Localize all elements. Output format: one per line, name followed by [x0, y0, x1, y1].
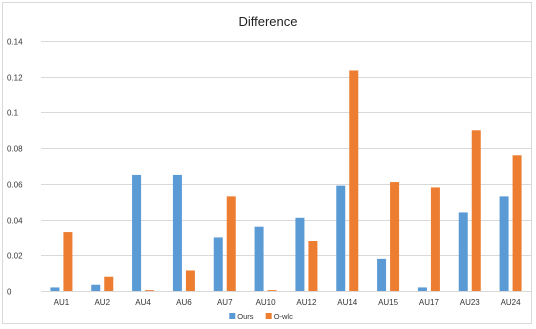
bar-o-wlc-au6	[185, 270, 195, 291]
gridlines	[41, 41, 531, 292]
y-tick-label: 0.06	[7, 181, 23, 190]
x-tick-label: AU10	[256, 298, 277, 307]
x-tick-label: AU15	[378, 298, 399, 307]
bar-o-wlc-au7	[226, 196, 236, 291]
y-tick-label: 0	[7, 288, 12, 297]
bar-o-wlc-au4	[145, 290, 155, 291]
y-tick-label: 0.12	[7, 74, 23, 83]
x-axis: AU1 AU2 AU4 AU6 AU7 AU10 AU12 AU14 AU15 AU17 AU23 A…	[54, 298, 521, 307]
bar-ours-au17	[417, 287, 427, 291]
bar-ours-au4	[132, 174, 142, 291]
bar-ours-au15	[377, 258, 387, 291]
y-tick-label: 0.08	[7, 145, 23, 154]
legend-label: Ours	[237, 312, 254, 321]
y-tick-label: 0.04	[7, 217, 23, 226]
x-tick-label: AU4	[135, 298, 151, 307]
legend-label: O-wlc	[274, 312, 293, 321]
bar-chart: Difference 00.020.040.060.080.10.120.14 …	[7, 14, 531, 321]
x-tick-label: AU2	[94, 298, 110, 307]
y-tick-label: 0.02	[7, 252, 23, 261]
bar-o-wlc-au15	[390, 182, 400, 291]
bar-ours-au2	[91, 284, 101, 291]
bar-o-wlc-au2	[104, 276, 114, 291]
bar-o-wlc-au14	[349, 70, 359, 292]
x-tick-label: AU6	[176, 298, 192, 307]
y-tick-label: 0.14	[7, 38, 23, 47]
legend: Ours O-wlc	[229, 312, 293, 321]
chart-container: Difference 0 0.02 0.04 0.06 0.08 0.1 0.12 0.14 …	[2, 2, 532, 324]
legend-swatch-o-wlc	[265, 313, 272, 319]
bar-o-wlc-au12	[308, 241, 318, 291]
x-tick-label: AU14	[337, 298, 358, 307]
bars	[50, 70, 522, 292]
bar-o-wlc-au24	[512, 155, 522, 291]
bar-ours-au14	[336, 185, 346, 291]
bar-o-wlc-au17	[430, 187, 440, 291]
x-tick-label: AU24	[501, 298, 522, 307]
chart-title: Difference	[238, 14, 297, 29]
x-tick-label: AU7	[217, 298, 233, 307]
x-tick-label: AU17	[419, 298, 440, 307]
x-tick-label: AU23	[460, 298, 481, 307]
y-axis: 0 0.02 0.04 0.06 0.08 0.1 0.12 0.14	[7, 38, 23, 297]
x-tick-label: AU12	[296, 298, 317, 307]
bar-ours-au6	[172, 174, 182, 291]
bar-ours-au7	[213, 237, 223, 291]
bar-o-wlc-au23	[471, 130, 481, 291]
y-tick-label: 0.1	[7, 109, 19, 118]
legend-swatch-ours	[229, 313, 236, 319]
bar-ours-au10	[254, 226, 264, 291]
bar-o-wlc-au1	[63, 232, 73, 291]
bar-ours-au1	[50, 287, 60, 291]
bar-o-wlc-au10	[267, 290, 277, 291]
bar-ours-au12	[295, 217, 305, 291]
x-tick-label: AU1	[54, 298, 70, 307]
bar-ours-au24	[499, 196, 509, 291]
bar-ours-au23	[458, 212, 468, 291]
